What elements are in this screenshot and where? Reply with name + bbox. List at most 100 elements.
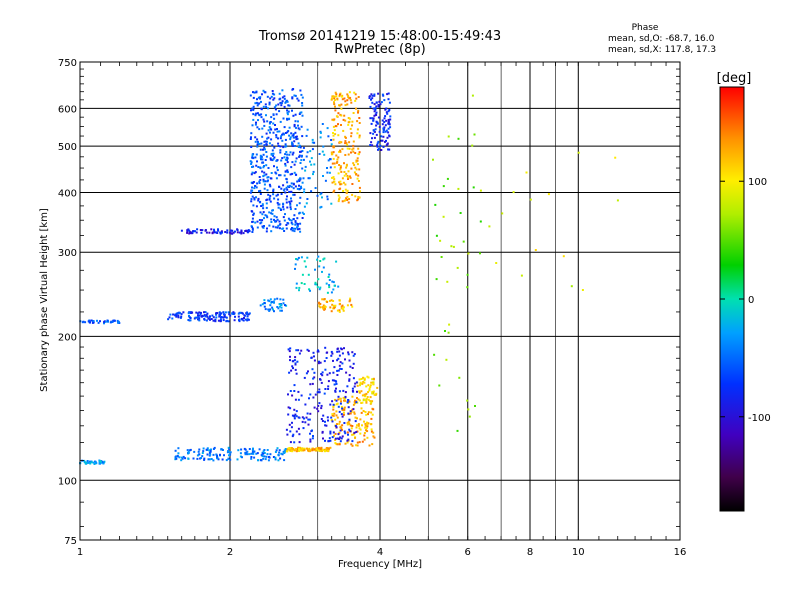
data-point	[290, 221, 293, 224]
data-point	[383, 99, 386, 102]
data-point	[298, 441, 301, 444]
data-point	[230, 229, 232, 232]
data-point	[294, 362, 297, 365]
data-point	[339, 429, 342, 432]
data-point	[268, 300, 271, 303]
data-point	[322, 437, 324, 440]
data-point	[314, 281, 317, 284]
data-point	[333, 178, 336, 181]
data-point	[210, 458, 213, 460]
data-point	[344, 136, 347, 139]
data-point	[275, 134, 278, 137]
data-point	[343, 397, 346, 400]
data-point	[339, 361, 342, 364]
data-point	[331, 152, 334, 155]
data-point	[293, 214, 296, 217]
data-point	[334, 398, 336, 401]
data-point	[278, 174, 281, 177]
data-point	[356, 424, 358, 427]
data-point	[260, 158, 262, 161]
data-point	[201, 229, 204, 232]
data-point	[317, 349, 319, 352]
data-point	[335, 154, 338, 157]
data-point	[358, 441, 361, 444]
data-point	[293, 163, 296, 166]
data-point	[309, 383, 312, 386]
data-point	[83, 459, 86, 462]
data-point	[293, 123, 296, 126]
data-point	[357, 111, 359, 114]
data-point	[172, 313, 175, 316]
data-point	[260, 107, 263, 110]
data-point	[337, 123, 339, 126]
data-point	[291, 414, 294, 417]
data-point	[345, 166, 348, 169]
data-point	[332, 95, 335, 98]
data-point	[256, 104, 259, 107]
data-point	[296, 360, 299, 363]
data-point	[285, 186, 288, 189]
data-point	[227, 450, 230, 452]
data-point	[259, 193, 262, 195]
data-point	[334, 183, 337, 186]
data-point	[289, 430, 292, 433]
data-point	[251, 189, 254, 192]
data-point	[330, 419, 333, 422]
data-point	[370, 122, 373, 125]
data-point	[335, 414, 338, 417]
data-point	[387, 148, 390, 151]
data-point	[295, 135, 298, 138]
data-point	[330, 139, 333, 141]
data-point	[335, 403, 338, 406]
data-point	[300, 111, 303, 114]
data-point	[280, 187, 283, 190]
data-point	[353, 385, 356, 388]
data-point	[284, 191, 287, 194]
data-point	[376, 144, 378, 147]
data-point	[262, 452, 265, 455]
data-point	[249, 94, 252, 97]
data-point	[208, 458, 211, 461]
data-point	[356, 120, 359, 123]
data-point	[268, 198, 271, 201]
data-point	[260, 221, 263, 224]
data-point	[219, 453, 221, 456]
data-point	[340, 400, 342, 403]
data-point	[245, 230, 248, 232]
data-point	[271, 212, 274, 215]
data-point	[303, 260, 306, 263]
data-point	[213, 446, 216, 449]
data-point	[266, 95, 269, 98]
data-point	[302, 427, 305, 430]
data-point	[219, 231, 222, 234]
data-point	[384, 130, 387, 133]
data-point	[244, 453, 247, 456]
data-point	[326, 167, 328, 169]
data-point	[373, 107, 376, 110]
data-point	[236, 229, 239, 232]
data-point	[373, 103, 376, 106]
data-point	[341, 409, 344, 411]
data-point	[251, 227, 254, 230]
data-point	[285, 227, 288, 230]
data-point	[240, 448, 243, 451]
data-point	[280, 135, 283, 138]
data-point	[357, 180, 360, 182]
data-point	[293, 359, 296, 362]
data-point	[208, 449, 211, 452]
data-point	[258, 180, 261, 183]
data-point	[433, 353, 436, 356]
data-point	[254, 136, 257, 139]
data-point	[332, 405, 335, 408]
data-point	[254, 156, 257, 159]
data-point	[106, 319, 109, 322]
data-point	[189, 448, 192, 451]
data-point	[389, 115, 392, 118]
data-point	[288, 350, 291, 353]
data-point	[301, 150, 304, 152]
data-point	[381, 93, 384, 96]
data-point	[241, 317, 243, 320]
data-point	[333, 306, 336, 309]
data-point	[344, 100, 347, 103]
data-point	[351, 124, 353, 127]
